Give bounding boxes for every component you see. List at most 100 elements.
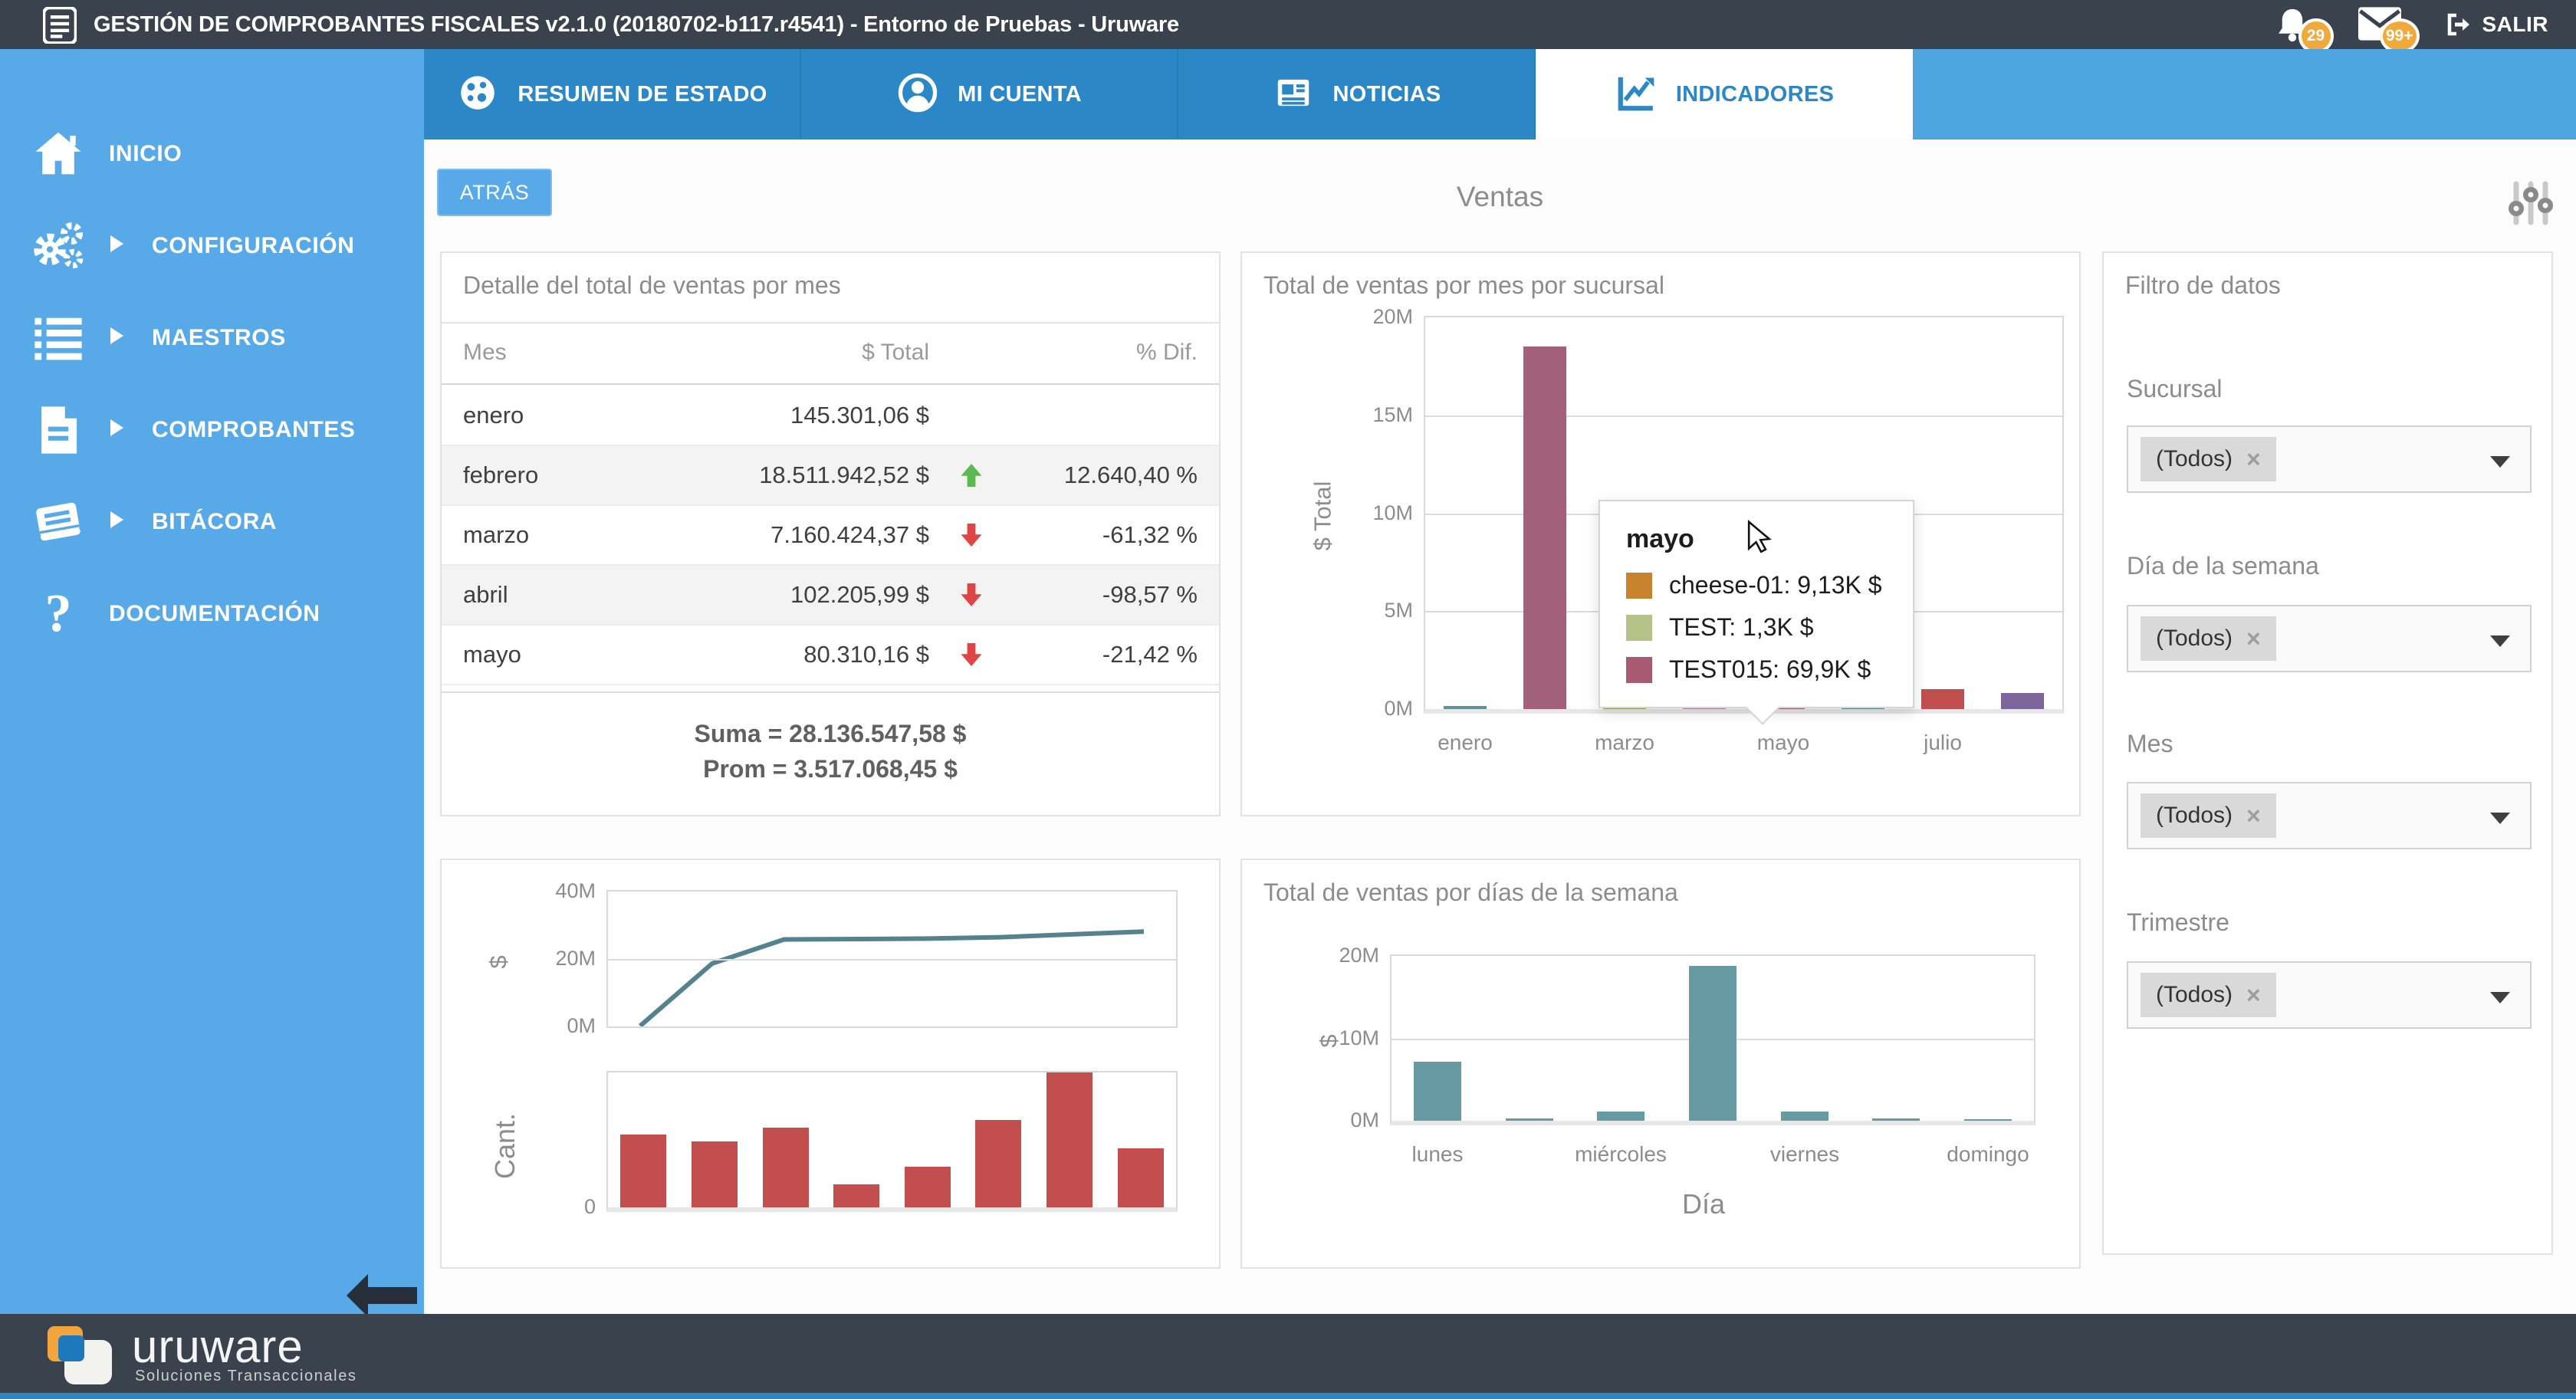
bar-4[interactable] [833,1184,879,1207]
x-tick: enero [1438,731,1493,755]
remove-filter-icon[interactable]: × [2246,983,2261,1007]
y-tick: 5M [1352,599,1413,622]
tab-resumen-de-estado[interactable]: RESUMEN DE ESTADO [424,49,801,140]
tooltip-item-label: TEST: 1,3K $ [1669,613,1814,642]
series-swatch [1626,615,1652,641]
chart-title: Total de ventas por mes por sucursal [1263,271,1664,300]
notifications-button[interactable]: 29 [2272,3,2323,46]
y-tick: 10M [1352,501,1413,525]
bar-7[interactable] [1046,1072,1092,1207]
filter-chip: (Todos)× [2141,616,2276,661]
trend-up-icon [929,461,1014,489]
app-window: GESTIÓN DE COMPROBANTES FISCALES v2.1.0 … [0,0,2576,1399]
bar-domingo[interactable] [1964,1119,2012,1121]
collapse-sidebar-arrow-icon[interactable] [347,1274,417,1314]
tab-indicadores[interactable]: INDICADORES [1536,49,1913,140]
summary-suma: Suma = 28.136.547,58 $ [442,716,1219,751]
x-tick: lunes [1412,1142,1464,1167]
chevron-down-icon[interactable] [2490,813,2510,824]
cell-mes: marzo [463,521,639,549]
remove-filter-icon[interactable]: × [2246,447,2261,471]
cell-mes: febrero [463,461,639,489]
column-header-dif: % Dif. [1014,340,1198,366]
filter-label-mes: Mes [2127,730,2173,758]
bar-2[interactable] [692,1141,738,1207]
y-axis-label: Cant. [489,1113,521,1179]
filter-chip-value: (Todos) [2156,446,2233,472]
sales-by-weekday-panel: Total de ventas por días de la semana $ … [1240,859,2081,1269]
bar-1[interactable] [620,1135,666,1207]
bar-8[interactable] [1118,1148,1164,1207]
bar-febrero[interactable] [1523,346,1566,709]
remove-filter-icon[interactable]: × [2246,626,2261,651]
filter-select-dia-de-la-semana[interactable]: (Todos)× [2127,605,2532,672]
book-icon [31,494,86,550]
sidebar-item-configuracion[interactable]: CONFIGURACIÓN [0,200,424,292]
svg-text:?: ? [45,587,72,641]
messages-button[interactable]: 99+ [2358,3,2409,46]
trend-down-icon [929,641,1014,668]
x-axis-label: Día [1682,1188,1725,1220]
chart-settings-sliders-icon[interactable] [2505,178,2556,228]
bar-martes[interactable] [1506,1118,1553,1121]
title-bar: GESTIÓN DE COMPROBANTES FISCALES v2.1.0 … [0,0,2576,49]
remove-filter-icon[interactable]: × [2246,803,2261,828]
cell-total: 145.301,06 $ [639,402,929,429]
chevron-down-icon[interactable] [2490,456,2510,468]
filter-chip: (Todos) × [2141,437,2276,481]
sidebar-item-maestros[interactable]: MAESTROS [0,292,424,384]
gridline [608,959,1176,961]
y-axis-label: $ Total [1309,481,1336,551]
table-row-febrero: febrero18.511.942,52 $12.640,40 % [442,446,1219,506]
column-header-total: $ Total [639,340,929,366]
y-axis-label: $ [485,955,513,968]
data-filter-panel: Filtro de datos Sucursal(Todos)×Día de l… [2102,251,2553,1255]
filter-select-sucursal[interactable]: (Todos) × [2127,425,2532,493]
bar-3[interactable] [763,1128,809,1207]
cell-mes: enero [463,402,639,429]
y-tick: 20M [1318,944,1379,967]
tab-label: RESUMEN DE ESTADO [518,82,767,107]
panel-title: Filtro de datos [2125,271,2281,300]
bar-5[interactable] [905,1167,951,1207]
cell-mes: abril [463,581,639,609]
sidebar-item-label: INICIO [109,141,182,167]
table-row-enero: enero145.301,06 $ [442,386,1219,446]
gears-icon [31,218,86,274]
chevron-down-icon[interactable] [2490,992,2510,1003]
logout-button[interactable]: SALIR [2444,11,2549,38]
sidebar-item-bitacora[interactable]: BITÁCORA [0,476,424,568]
sidebar-item-comprobantes[interactable]: COMPROBANTES [0,384,424,476]
line-chart-plot [606,890,1178,1028]
sidebar-item-label: BITÁCORA [152,509,277,535]
bar-lunes[interactable] [1414,1062,1461,1121]
user-icon [896,71,939,118]
y-tick: 0M [534,1014,596,1038]
filter-label-trimestre: Trimestre [2127,908,2229,937]
document-icon [31,402,86,458]
main-content: ATRÁS Ventas Detalle del total de ventas… [424,140,2576,1314]
tab-mi-cuenta[interactable]: MI CUENTA [801,49,1178,140]
mini-charts-panel: $ Cant. 40M20M0M0 [440,859,1221,1269]
bar-jueves[interactable] [1689,966,1737,1121]
filter-select-trimestre[interactable]: (Todos)× [2127,961,2532,1029]
sidebar-item-documentacion[interactable]: ?DOCUMENTACIÓN [0,568,424,660]
chevron-down-icon[interactable] [2490,635,2510,647]
bar-enero[interactable] [1444,706,1487,709]
bar-julio[interactable] [1921,689,1964,709]
y-tick: 20M [534,947,596,970]
bar-viernes[interactable] [1781,1112,1829,1121]
bar-miercoles[interactable] [1597,1112,1644,1121]
x-tick: julio [1924,731,1962,755]
bar-6[interactable] [975,1120,1021,1207]
bar-sabado[interactable] [1872,1118,1920,1121]
y-tick: 0M [1352,697,1413,721]
filter-label-dia-de-la-semana: Día de la semana [2127,552,2319,580]
filter-select-mes[interactable]: (Todos)× [2127,782,2532,849]
tab-noticias[interactable]: NOTICIAS [1178,49,1536,140]
tooltip-item-label: cheese-01: 9,13K $ [1669,571,1882,599]
sidebar-item-inicio[interactable]: INICIO [0,108,424,200]
bar-agosto[interactable] [2001,693,2044,709]
y-tick: 0M [1318,1108,1379,1132]
cell-total: 7.160.424,37 $ [639,521,929,549]
